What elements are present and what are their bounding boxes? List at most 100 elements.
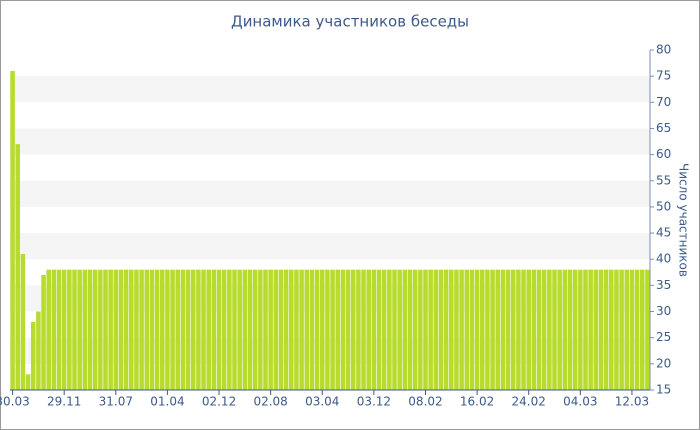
bar bbox=[356, 269, 361, 390]
grid-band bbox=[10, 128, 650, 155]
bar bbox=[56, 269, 62, 390]
bar bbox=[144, 269, 150, 390]
bar bbox=[30, 322, 36, 390]
bar bbox=[314, 269, 320, 390]
bar bbox=[516, 269, 521, 390]
bar bbox=[335, 269, 341, 390]
y-tick-label: 80 bbox=[656, 43, 671, 57]
bar bbox=[216, 269, 222, 390]
y-tick-label: 45 bbox=[656, 226, 671, 240]
bar bbox=[609, 269, 614, 390]
bar bbox=[273, 269, 279, 390]
bar bbox=[438, 269, 444, 390]
bar bbox=[289, 269, 294, 390]
bar bbox=[304, 269, 310, 390]
bar bbox=[159, 269, 165, 390]
bar bbox=[98, 269, 103, 390]
bar bbox=[294, 269, 299, 390]
bar bbox=[319, 269, 325, 390]
bar bbox=[87, 269, 93, 390]
bar bbox=[536, 269, 542, 390]
bar bbox=[221, 269, 227, 390]
bar bbox=[134, 269, 139, 390]
bar bbox=[505, 269, 511, 390]
bar bbox=[454, 269, 459, 390]
bar bbox=[412, 269, 418, 390]
bar bbox=[397, 269, 402, 390]
bar bbox=[340, 269, 346, 390]
bar bbox=[634, 269, 640, 390]
x-tick-label: 31.07 bbox=[99, 395, 133, 409]
bar bbox=[325, 269, 330, 390]
bar bbox=[547, 269, 552, 390]
bar bbox=[103, 269, 108, 390]
bar bbox=[464, 269, 470, 390]
bar bbox=[629, 269, 635, 390]
bar bbox=[242, 269, 248, 390]
x-tick-label: 04.03 bbox=[563, 395, 597, 409]
bar bbox=[113, 269, 119, 390]
bar bbox=[36, 311, 41, 390]
bar bbox=[469, 269, 475, 390]
bar bbox=[392, 269, 397, 390]
bar bbox=[309, 269, 315, 390]
bar bbox=[567, 269, 573, 390]
bar bbox=[490, 269, 495, 390]
bar bbox=[583, 269, 588, 390]
bar bbox=[345, 269, 351, 390]
y-tick-label: 75 bbox=[656, 69, 671, 83]
bar bbox=[61, 269, 67, 390]
bar bbox=[211, 269, 217, 390]
bar bbox=[443, 269, 449, 390]
y-tick-label: 60 bbox=[656, 147, 671, 161]
bar bbox=[366, 269, 371, 390]
bar bbox=[46, 269, 51, 390]
bar bbox=[227, 269, 232, 390]
x-tick-label: 08.02 bbox=[408, 395, 442, 409]
bar bbox=[278, 269, 284, 390]
bar bbox=[149, 269, 155, 390]
y-tick-label: 25 bbox=[656, 330, 671, 344]
bar bbox=[175, 269, 181, 390]
bar bbox=[645, 269, 650, 390]
bar bbox=[170, 269, 175, 390]
bar bbox=[129, 269, 134, 390]
bar bbox=[165, 269, 170, 390]
grid-band bbox=[10, 180, 650, 207]
grid-band bbox=[10, 76, 650, 103]
bar bbox=[495, 269, 501, 390]
y-tick-label: 55 bbox=[656, 173, 671, 187]
bar bbox=[330, 269, 335, 390]
bar bbox=[572, 269, 578, 390]
bar bbox=[247, 269, 253, 390]
bar bbox=[423, 269, 428, 390]
bar bbox=[196, 269, 201, 390]
bar bbox=[557, 269, 562, 390]
bar bbox=[593, 269, 599, 390]
bar bbox=[562, 269, 568, 390]
bar bbox=[376, 269, 382, 390]
bar bbox=[474, 269, 480, 390]
bar bbox=[118, 269, 124, 390]
y-tick-label: 40 bbox=[656, 252, 671, 266]
bar bbox=[154, 269, 160, 390]
bar bbox=[201, 269, 206, 390]
bar bbox=[10, 70, 15, 390]
bar bbox=[108, 269, 113, 390]
bar bbox=[350, 269, 356, 390]
bar bbox=[361, 269, 366, 390]
chart-title: Динамика участников беседы bbox=[231, 13, 469, 31]
bar bbox=[185, 269, 191, 390]
bar bbox=[387, 269, 392, 390]
bar bbox=[139, 269, 144, 390]
bar bbox=[263, 269, 268, 390]
bar bbox=[407, 269, 413, 390]
bar bbox=[51, 269, 57, 390]
bar bbox=[237, 269, 242, 390]
bar bbox=[428, 269, 433, 390]
bar bbox=[381, 269, 387, 390]
bar bbox=[252, 269, 258, 390]
x-tick-label: 03.04 bbox=[305, 395, 339, 409]
bar bbox=[459, 269, 464, 390]
